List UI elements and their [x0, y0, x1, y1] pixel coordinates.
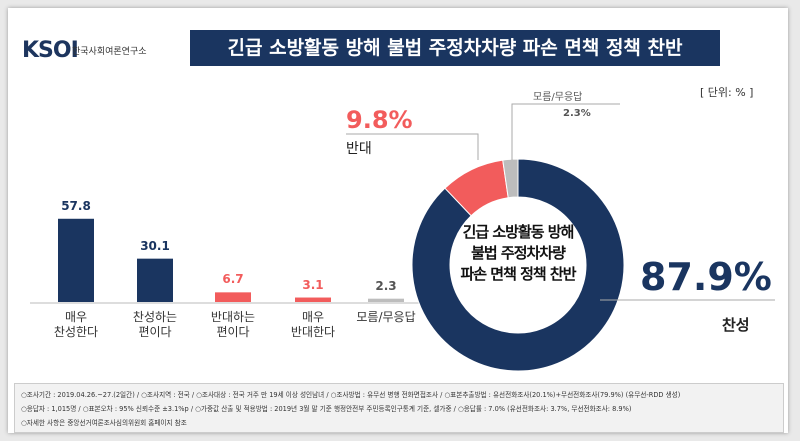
bar	[58, 218, 94, 302]
footer-line: ○응답자 : 1,015명 / ○표본오차 : 95% 신뢰수준 ±3.1%p …	[21, 405, 632, 413]
donut-category-label: 모름/무응답	[533, 92, 583, 103]
title: 긴급 소방활동 방해 불법 주정차차량 파손 면책 정책 찬반	[190, 30, 720, 66]
donut-value-label: 9.8%	[346, 106, 413, 134]
donut-center-text: 긴급 소방활동 방해 불법 주정차차량 파손 면책 정책 찬반	[460, 223, 576, 283]
bar-value-label: 3.1	[302, 277, 324, 292]
bar	[368, 298, 404, 302]
donut-slice	[411, 158, 625, 372]
x-tick-label: 매우 찬성한다	[53, 310, 99, 339]
donut-value-label: 2.3%	[563, 108, 591, 119]
leader-line	[346, 133, 479, 160]
bar-value-label: 2.3	[375, 278, 397, 293]
bar-value-label: 57.8	[61, 198, 91, 213]
x-tick-label: 매우 반대한다	[290, 310, 336, 339]
donut-value-label: 87.9%	[640, 255, 772, 299]
donut-slice	[502, 158, 519, 199]
leader-line	[511, 103, 620, 160]
x-tick-label: 찬성하는 편이다	[132, 310, 178, 339]
donut-category-label: 찬성	[722, 316, 750, 334]
bar	[215, 292, 251, 302]
bar	[295, 297, 331, 302]
donut-category-label: 반대	[346, 141, 372, 157]
bar	[137, 258, 173, 302]
x-tick-label: 모름/무응답	[356, 310, 416, 324]
panel	[8, 8, 788, 433]
bar-value-label: 6.7	[222, 272, 244, 287]
logo-subtitle: 한국사회여론연구소	[72, 47, 147, 57]
x-tick-label: 반대하는 편이다	[210, 310, 256, 339]
footer-line: ○조사기간 : 2019.04.26.~27.(2일간) / ○조사지역 : 전…	[21, 391, 681, 399]
unit: [ 단위: % ]	[700, 86, 754, 99]
footer: ○조사기간 : 2019.04.26.~27.(2일간) / ○조사지역 : 전…	[14, 383, 784, 433]
footer-line: ○자세한 사항은 중앙선거여론조사심의위원회 홈페이지 참조	[21, 419, 187, 427]
logo: KSOI	[22, 38, 79, 63]
bar-value-label: 30.1	[140, 238, 170, 253]
